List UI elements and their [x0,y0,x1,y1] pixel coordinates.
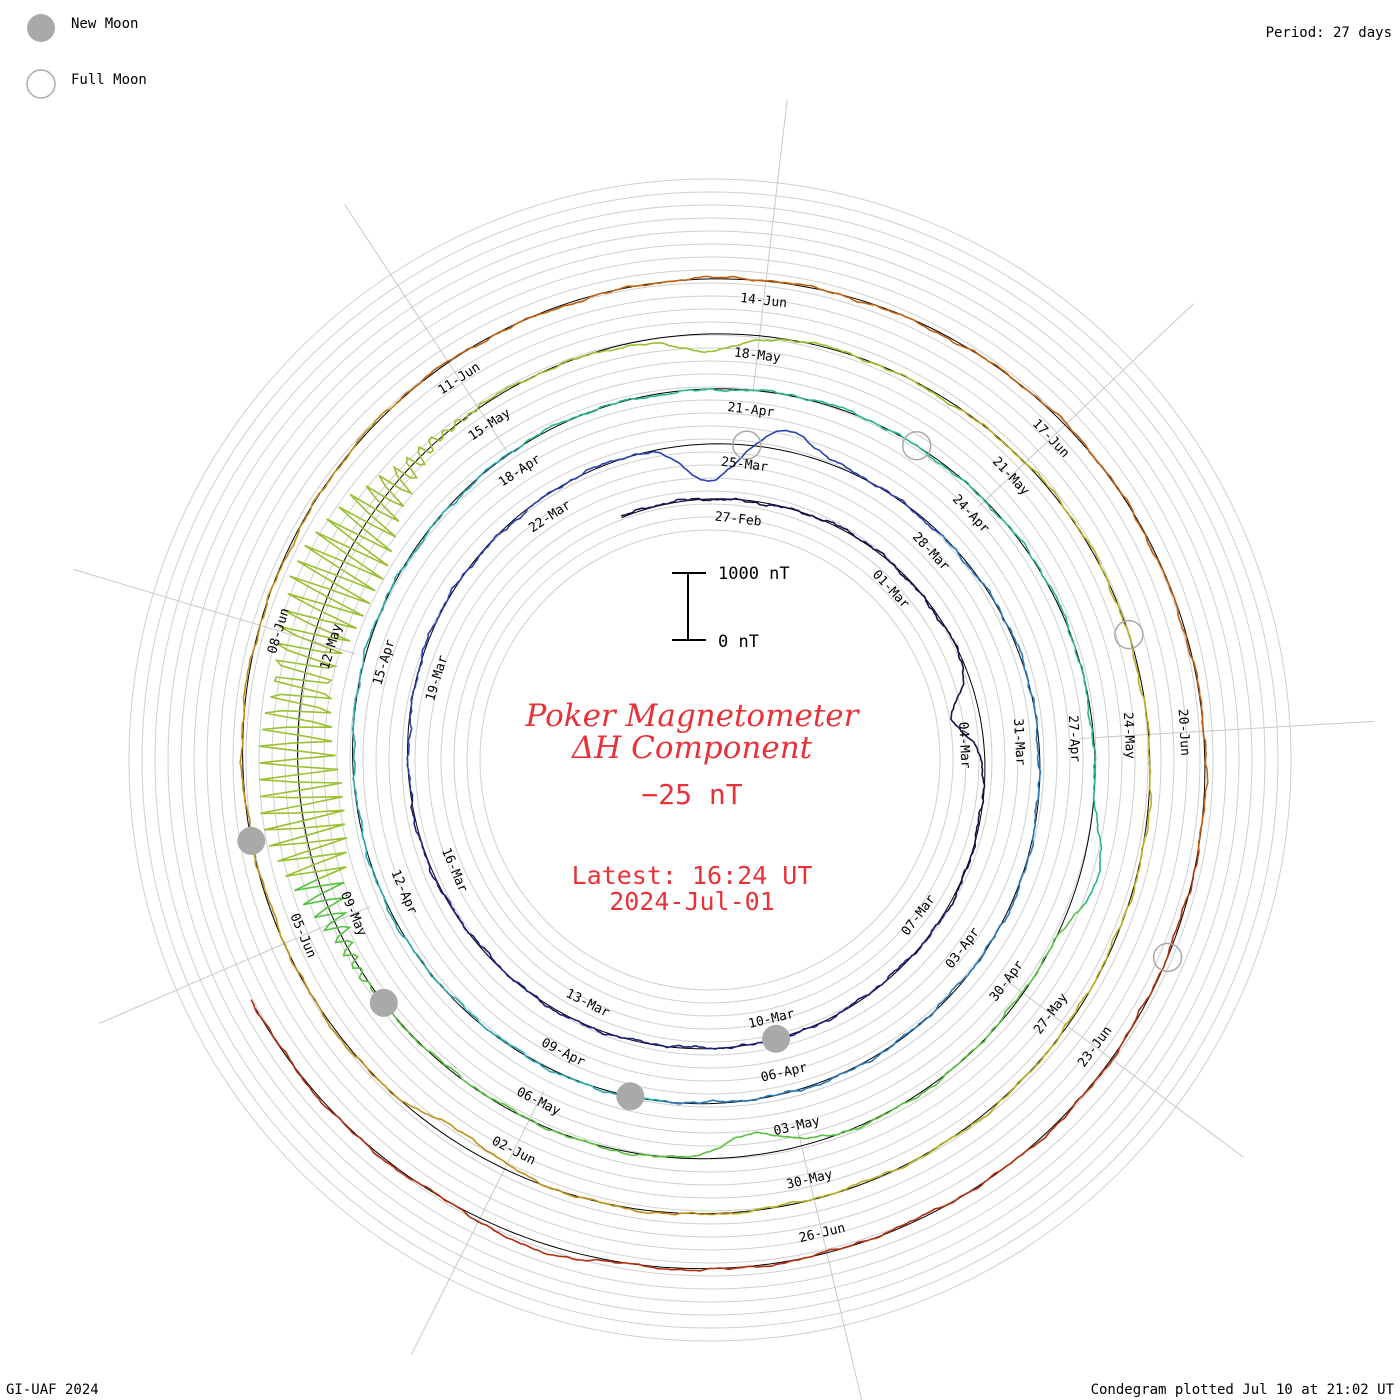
grid-ring [232,282,1188,1238]
grid-spoke [411,1090,545,1355]
grid-spoke [794,1119,863,1400]
date-label: 24-May [1120,712,1138,760]
trace-segment [294,866,1085,1159]
footer-credit: GI-UAF 2024 [6,1382,99,1398]
trace-segment [406,429,944,794]
date-label: 27-Apr [1065,715,1083,763]
scale-bottom-label: 0 nT [718,632,759,652]
grid-ring [414,464,1006,1056]
date-label: 21-Apr [727,400,776,420]
grid-ring [388,438,1032,1082]
latest-date: 2024-Jul-01 [609,887,775,916]
grid-ring [141,191,1279,1329]
trace-segment [250,851,1200,1272]
full-moon-marker [1114,619,1144,650]
grid-ring [180,230,1240,1290]
full-moon-marker [1152,942,1183,973]
latest-time: Latest: 16:24 UT [572,861,813,890]
date-label: 25-Mar [720,455,769,475]
new-moon-marker [762,1024,791,1053]
grid-spoke [1006,980,1244,1158]
grid-ring [258,308,1162,1212]
scale-bar: 1000 nT 0 nT [672,564,790,652]
grid-spoke [978,303,1195,507]
grid-ring [193,243,1227,1277]
trace-segment [396,275,1209,856]
current-value: −25 nT [641,778,742,811]
date-label: 04-Mar [955,721,973,769]
footer-plotted: Condegram plotted Jul 10 at 21:02 UT [1091,1382,1395,1398]
trace-segment [351,441,666,1102]
period-label: Period: 27 days [1266,25,1392,41]
trace-segment [730,406,1153,1215]
chart-subtitle: ΔH Component [571,730,813,766]
grid-ring [362,412,1058,1108]
scale-top-label: 1000 nT [718,564,790,584]
trace-segment [409,789,950,1050]
grid-spoke [99,906,371,1024]
grid-ring [206,256,1214,1264]
trace-segment [620,497,986,912]
trace-segment [522,387,1103,909]
full-moon-marker [732,430,762,460]
grid-ring [128,178,1292,1342]
grid-ring [479,529,941,991]
new-moon-marker [369,988,398,1017]
date-label: 14-Jun [739,291,787,311]
grid-spoke [344,204,508,452]
grid-ring [466,516,954,1004]
grid-ring [349,399,1071,1121]
trace-segment [239,399,736,1216]
grid-ring [336,386,1084,1134]
grid-ring [401,451,1019,1069]
trace-segment [259,338,961,880]
new-moon-legend-icon [27,14,55,42]
chart-title: Poker Magnetometer [525,698,861,734]
full-moon-legend-icon [26,69,56,99]
new-moon-marker [237,826,266,855]
grid-ring [375,425,1045,1095]
grid-ring [154,204,1266,1316]
grid-rings [128,178,1292,1342]
full-moon-legend-label: Full Moon [71,72,147,88]
moon-markers [237,430,1183,1111]
new-moon-marker [616,1082,645,1111]
grid-ring [427,477,993,1043]
trace-segment [661,533,1042,1105]
grid-ring [271,321,1149,1199]
new-moon-legend-label: New Moon [71,16,138,32]
grid-ring [245,295,1175,1225]
grid-ring [167,217,1253,1303]
date-label: 27-Feb [714,509,763,529]
grid-ring [219,269,1201,1251]
grid-ring [453,503,967,1017]
grid-spoke [752,99,788,393]
date-label: 20-Jun [1175,709,1193,757]
grid-ring [440,490,980,1030]
legend: New Moon Full Moon [26,14,147,99]
date-label: 18-May [733,346,782,366]
grid-spoke [1079,720,1374,739]
trace-series [239,275,1209,1272]
full-moon-marker [901,430,932,461]
date-label: 31-Mar [1010,718,1028,766]
